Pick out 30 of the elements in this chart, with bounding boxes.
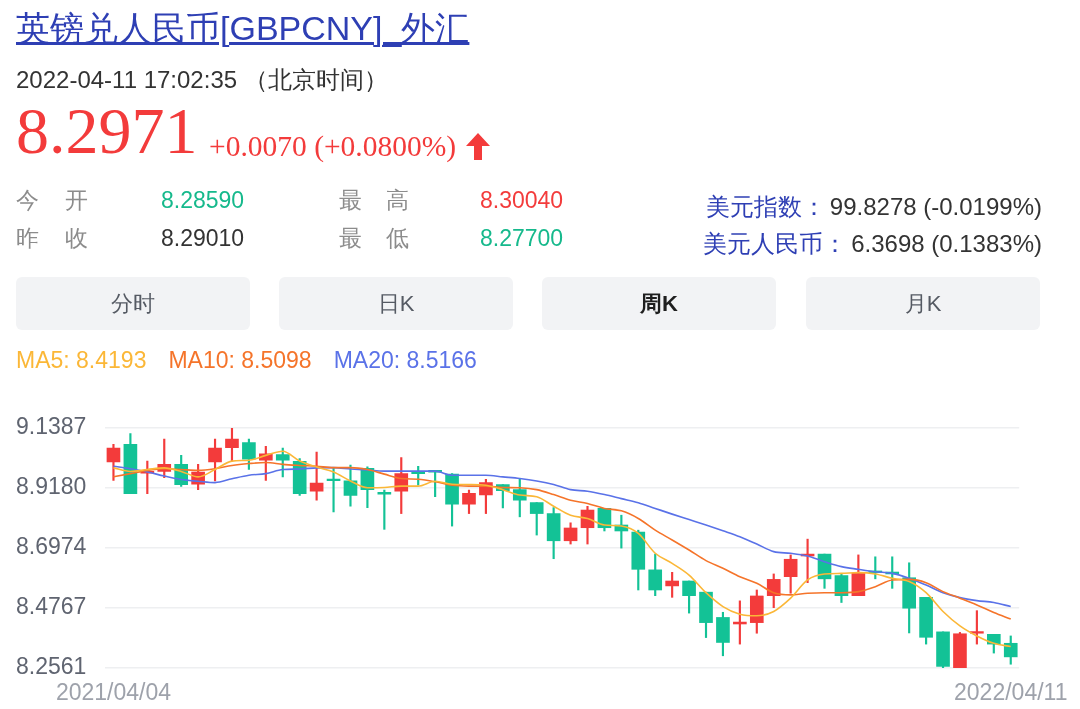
text: 8.2971 (16, 94, 198, 167)
text: 8.28590 (161, 186, 245, 214)
text: 分时 (111, 289, 155, 318)
text: 8.30040 (480, 186, 564, 214)
text: 8.27700 (480, 224, 564, 252)
chart-title: 英镑兑人民币[GBPCNY]_外汇 (16, 8, 470, 49)
text: MA10: 8.5098 (168, 347, 312, 374)
text: 最高 (339, 186, 409, 214)
text: 最低 (339, 224, 409, 252)
text: 8.29010 (161, 224, 245, 252)
text: 月K (904, 289, 942, 318)
y-tick-label: 8.9180 (16, 473, 87, 500)
text: 美元指数： (705, 192, 826, 222)
text: +0.0070 (+0.0800%) (209, 130, 457, 162)
text: MA5: 8.4193 (16, 347, 147, 374)
y-tick-label: 8.4767 (16, 593, 87, 620)
y-tick-label: 8.2561 (16, 653, 87, 680)
text: MA20: 8.5166 (333, 347, 477, 374)
text: 6.3698 (0.1383%) (851, 229, 1042, 259)
text: 美元人民币： (703, 229, 848, 259)
text: 昨收 (16, 224, 88, 252)
text: 今开 (16, 186, 88, 214)
text: 日K (377, 289, 415, 318)
x-tick-label: 2021/04/04 (55, 679, 172, 706)
text: 99.8278 (-0.0199%) (829, 192, 1042, 222)
y-tick-label: 9.1387 (16, 413, 87, 440)
chart-subtitle: 2022-04-11 17:02:35 （北京时间） (16, 65, 388, 95)
y-tick-label: 8.6974 (16, 533, 87, 560)
x-tick-label: 2022/04/11 (954, 679, 1068, 706)
text: 周K (640, 289, 678, 318)
